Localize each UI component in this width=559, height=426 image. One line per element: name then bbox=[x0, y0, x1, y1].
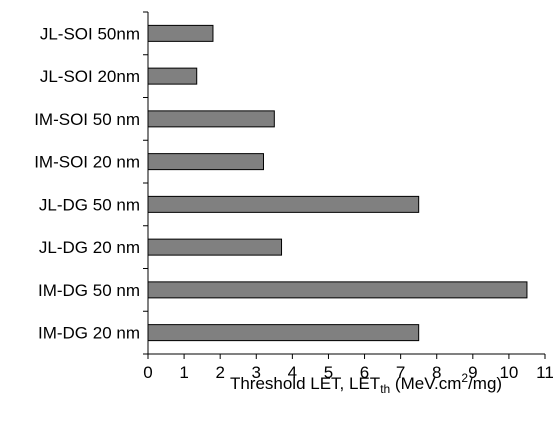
x-tick-label-0: 0 bbox=[143, 363, 152, 382]
bar-1 bbox=[147, 67, 198, 85]
labels-layer: JL-SOI 50nm JL-SOI 20nm IM-SOI 50 nm IM-SOI… bbox=[34, 24, 554, 382]
bar-3 bbox=[147, 153, 264, 171]
bar-7 bbox=[147, 324, 420, 342]
x-tick-label-4: 4 bbox=[288, 363, 297, 382]
x-axis-title-mid: (MeV.cm bbox=[390, 374, 461, 393]
x-tick-label-6: 6 bbox=[360, 363, 369, 382]
x-axis-title-main: Threshold LET, LET bbox=[230, 374, 380, 393]
x-axis-title-sup: 2 bbox=[461, 371, 468, 385]
bar-0 bbox=[147, 24, 214, 42]
bar-4 bbox=[147, 195, 420, 213]
category-label-7: IM-DG 20 nm bbox=[38, 324, 140, 343]
x-tick-label-8: 8 bbox=[432, 363, 441, 382]
x-tick-label-3: 3 bbox=[252, 363, 261, 382]
category-label-0: JL-SOI 50nm bbox=[40, 24, 140, 43]
bars-layer bbox=[147, 24, 528, 342]
category-label-3: IM-SOI 20 nm bbox=[34, 153, 140, 172]
category-label-5: JL-DG 20 nm bbox=[39, 238, 140, 257]
x-axis-title-end: /mg) bbox=[468, 374, 502, 393]
x-tick-label-7: 7 bbox=[396, 363, 405, 382]
category-label-6: IM-DG 50 nm bbox=[38, 281, 140, 300]
bar-6 bbox=[147, 281, 528, 299]
category-label-4: JL-DG 50 nm bbox=[39, 195, 140, 214]
axes-layer bbox=[143, 11, 546, 359]
x-tick-label-9: 9 bbox=[468, 363, 477, 382]
category-label-1: JL-SOI 20nm bbox=[40, 67, 140, 86]
x-tick-label-5: 5 bbox=[324, 363, 333, 382]
x-axis-title-sub: th bbox=[380, 382, 390, 396]
x-tick-label-1: 1 bbox=[179, 363, 188, 382]
x-tick-label-2: 2 bbox=[215, 363, 224, 382]
bar-2 bbox=[147, 110, 275, 128]
x-axis-title: Threshold LET, LETth (MeV.cm2/mg) bbox=[230, 371, 502, 396]
bar-5 bbox=[147, 238, 283, 256]
category-label-2: IM-SOI 50 nm bbox=[34, 110, 140, 129]
x-tick-label-11: 11 bbox=[536, 363, 554, 382]
x-tick-label-10: 10 bbox=[499, 363, 518, 382]
